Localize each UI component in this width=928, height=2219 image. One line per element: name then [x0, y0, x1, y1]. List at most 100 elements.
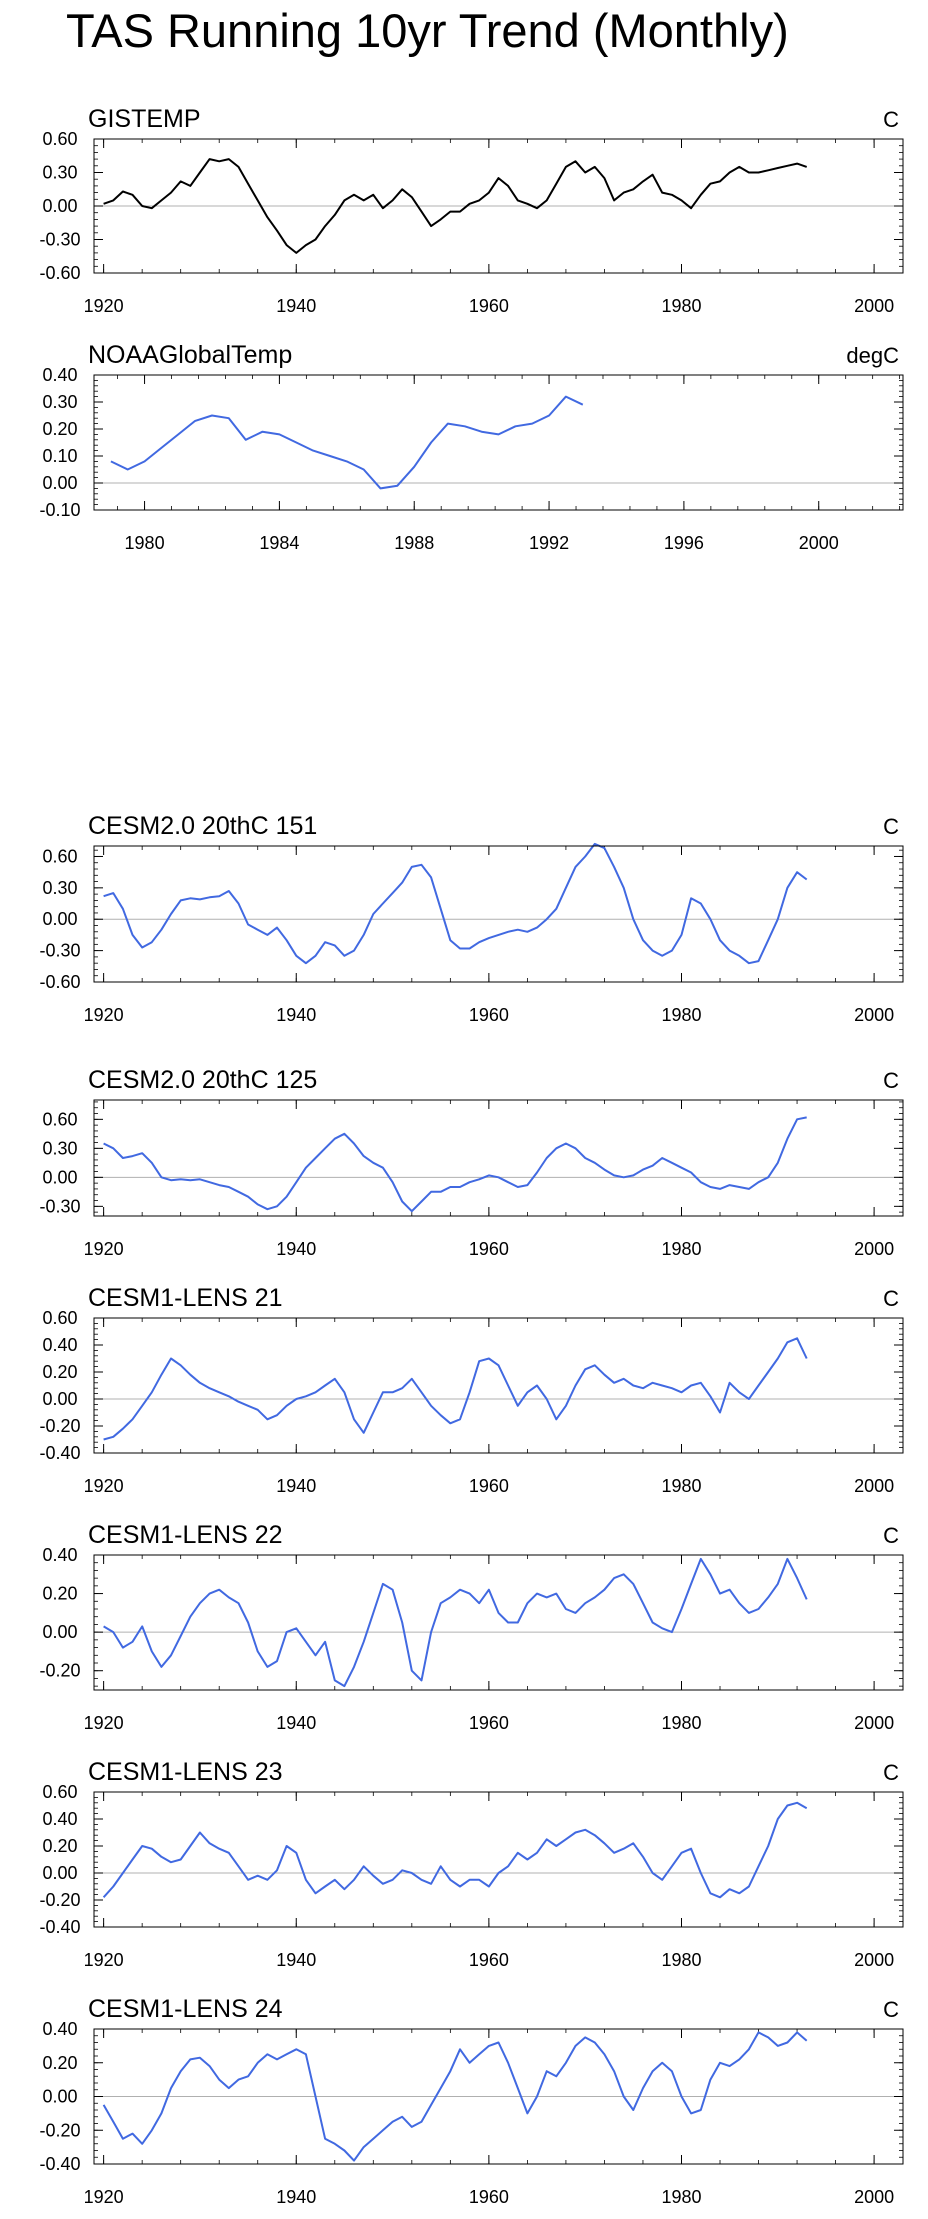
plot-frame	[93, 1099, 904, 1217]
y-tick-label: 0.30	[42, 392, 77, 412]
x-tick-label: 1980	[661, 1950, 701, 1970]
y-tick-label: -0.40	[39, 2154, 80, 2174]
y-tick-label: -0.30	[39, 230, 80, 250]
x-tick-label: 1980	[661, 1239, 701, 1259]
x-tick-label: 1980	[661, 296, 701, 316]
y-tick-label: 0.20	[42, 2053, 77, 2073]
x-tick-label: 1920	[84, 2187, 124, 2207]
plot-frame	[93, 1317, 904, 1454]
x-tick-label: 1940	[276, 1239, 316, 1259]
y-tick-label: 0.20	[42, 1584, 77, 1604]
y-tick-label: 0.30	[42, 1138, 77, 1158]
y-tick-label: 0.60	[42, 1782, 77, 1802]
y-tick-label: 0.30	[42, 163, 77, 183]
y-tick-label: 0.40	[42, 365, 77, 385]
chart-title: CESM2.0 20thC 151	[88, 812, 317, 840]
x-tick-label: 2000	[854, 1950, 894, 1970]
chart-panel-0: -0.60 -0.30 0.00 0.30 0.60 1920 1940 1960 1980 20…	[39, 105, 904, 316]
y-tick-label: 0.00	[42, 1863, 77, 1883]
chart-units: C	[883, 1760, 899, 1785]
chart-title: GISTEMP	[88, 105, 201, 133]
chart-title: CESM1-LENS 22	[88, 1521, 283, 1549]
chart-title: CESM2.0 20thC 125	[88, 1066, 317, 1094]
y-tick-label: 0.40	[42, 2019, 77, 2039]
x-tick-label: 1960	[469, 1713, 509, 1733]
y-tick-label: -0.40	[39, 1443, 80, 1463]
x-tick-label: 1960	[469, 1950, 509, 1970]
y-tick-label: 0.60	[42, 129, 77, 149]
chart-units: degC	[846, 343, 899, 368]
chart-title: NOAAGlobalTemp	[88, 341, 292, 369]
x-tick-label: 2000	[854, 1239, 894, 1259]
x-tick-label: 1984	[259, 533, 299, 553]
x-tick-label: 1960	[469, 296, 509, 316]
plot-frame	[93, 2028, 904, 2165]
chart-units: C	[883, 1068, 899, 1093]
series-line-cesm1-lens-24	[102, 2031, 808, 2162]
y-tick-label: -0.20	[39, 2120, 80, 2140]
x-tick-label: 1960	[469, 1005, 509, 1025]
y-tick-label: -0.10	[39, 500, 80, 520]
y-tick-label: -0.40	[39, 1917, 80, 1937]
x-tick-label: 1920	[84, 1713, 124, 1733]
page-title: TAS Running 10yr Trend (Monthly)	[66, 4, 789, 57]
x-tick-label: 2000	[854, 1713, 894, 1733]
x-tick-label: 1960	[469, 1239, 509, 1259]
x-tick-label: 1996	[664, 533, 704, 553]
series-line-cesm1-lens-22	[103, 1557, 808, 1688]
series-line-cesm2-0-20thc-125	[103, 1116, 807, 1213]
x-tick-label: 1940	[276, 296, 316, 316]
x-tick-label: 1988	[394, 533, 434, 553]
x-tick-label: 1940	[276, 1713, 316, 1733]
y-tick-label: -0.20	[39, 1416, 80, 1436]
x-tick-label: 1960	[469, 2187, 509, 2207]
chart-title: CESM1-LENS 24	[88, 1995, 283, 2023]
x-tick-label: 1980	[661, 1476, 701, 1496]
plot-frame	[93, 1554, 904, 1691]
chart-panel-2: -0.60 -0.30 0.00 0.30 0.60 1920 1940 1960 1980 20…	[39, 812, 904, 1025]
y-tick-label: 0.00	[42, 909, 77, 929]
series-line-gistemp	[103, 158, 808, 254]
y-tick-label: 0.00	[42, 1622, 77, 1642]
y-tick-label: -0.60	[39, 263, 80, 283]
x-tick-label: 1980	[661, 1713, 701, 1733]
x-tick-label: 1980	[661, 1005, 701, 1025]
x-tick-label: 1920	[84, 1476, 124, 1496]
y-tick-label: -0.20	[39, 1661, 80, 1681]
x-tick-label: 2000	[799, 533, 839, 553]
chart-panel-7: -0.40 -0.20 0.00 0.20 0.40 1920 1940 1960 1980 20…	[39, 1995, 904, 2207]
y-tick-label: 0.20	[42, 1836, 77, 1856]
y-tick-label: 0.60	[42, 1308, 77, 1328]
y-tick-label: 0.00	[42, 2087, 77, 2107]
chart-title: CESM1-LENS 23	[88, 1758, 283, 1786]
chart-panel-1: -0.10 0.00 0.10 0.20 0.30 0.40 1980 1984 1988 199…	[39, 341, 904, 553]
x-tick-label: 1940	[276, 1005, 316, 1025]
x-tick-label: 2000	[854, 2187, 894, 2207]
y-tick-label: 0.20	[42, 1362, 77, 1382]
chart-units: C	[883, 1997, 899, 2022]
chart-units: C	[883, 107, 899, 132]
y-tick-label: 0.40	[42, 1809, 77, 1829]
chart-panel-6: -0.40 -0.20 0.00 0.20 0.40 0.60 1920 1940 1960 19…	[39, 1758, 904, 1970]
chart-panel-5: -0.20 0.00 0.20 0.40 1920 1940 1960 1980 2000 CES…	[39, 1521, 904, 1733]
x-tick-label: 1920	[84, 1239, 124, 1259]
plot-frame	[93, 374, 904, 511]
x-tick-label: 2000	[854, 296, 894, 316]
x-tick-label: 1940	[276, 1476, 316, 1496]
y-tick-label: 0.60	[42, 1109, 77, 1129]
chart-units: C	[883, 814, 899, 839]
y-tick-label: -0.20	[39, 1890, 80, 1910]
x-tick-label: 1940	[276, 2187, 316, 2207]
y-tick-label: 0.40	[42, 1335, 77, 1355]
y-tick-label: 0.10	[42, 446, 77, 466]
x-tick-label: 1980	[661, 2187, 701, 2207]
y-tick-label: 0.40	[42, 1545, 77, 1565]
y-tick-label: -0.30	[39, 941, 80, 961]
chart-panel-3: -0.30 0.00 0.30 0.60 1920 1940 1960 1980 2000 CES…	[39, 1066, 904, 1259]
x-tick-label: 2000	[854, 1005, 894, 1025]
y-tick-label: 0.00	[42, 1167, 77, 1187]
x-tick-label: 1920	[84, 296, 124, 316]
chart-panel-4: -0.40 -0.20 0.00 0.20 0.40 0.60 1920 1940 1960 19…	[39, 1284, 904, 1496]
x-tick-label: 1940	[276, 1950, 316, 1970]
x-tick-label: 1980	[125, 533, 165, 553]
